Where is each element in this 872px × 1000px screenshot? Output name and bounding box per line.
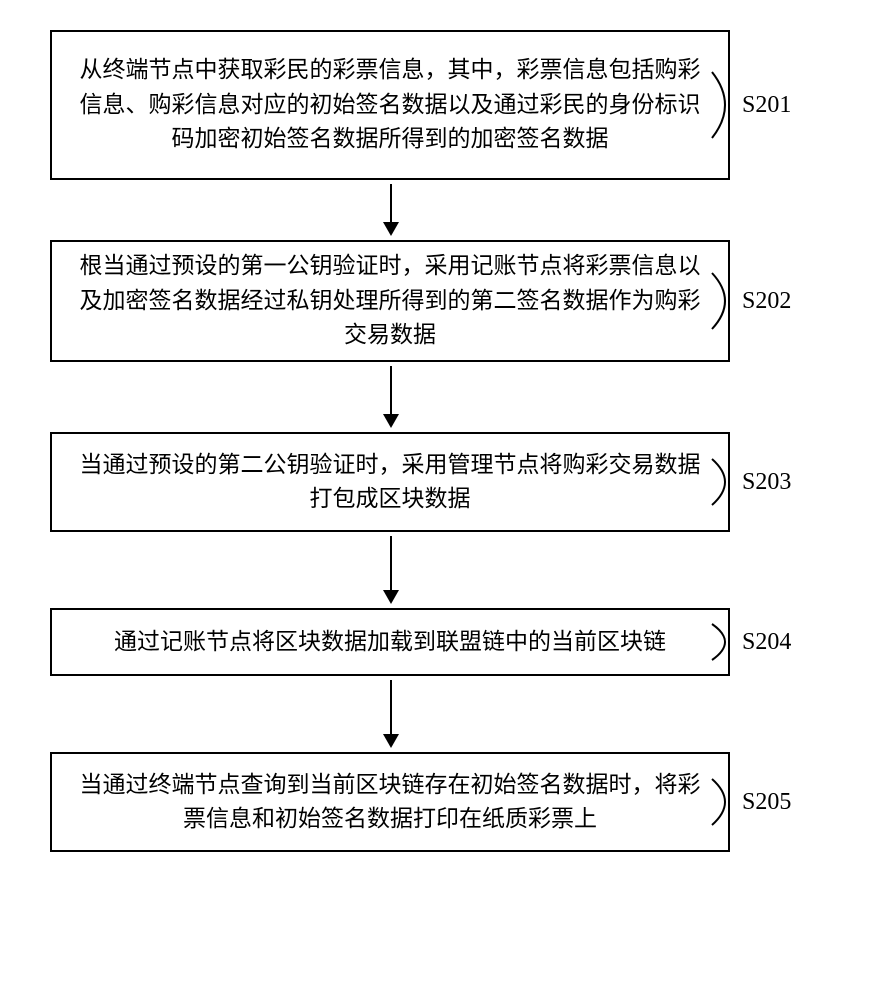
step-4-id: S204 xyxy=(742,629,791,655)
step-5-label: S205 xyxy=(742,789,791,816)
arrow-2 xyxy=(383,366,399,428)
step-4-text: 通过记账节点将区块数据加载到联盟链中的当前区块链 xyxy=(114,625,666,660)
arrow-head-icon xyxy=(383,222,399,236)
step-1-text: 从终端节点中获取彩民的彩票信息，其中，彩票信息包括购彩信息、购彩信息对应的初始签… xyxy=(70,53,710,157)
flowchart-container: 从终端节点中获取彩民的彩票信息，其中，彩票信息包括购彩信息、购彩信息对应的初始签… xyxy=(50,30,822,852)
curve-icon xyxy=(710,70,745,140)
step-2-box: 根当通过预设的第一公钥验证时，采用记账节点将彩票信息以及加密签名数据经过私钥处理… xyxy=(50,240,730,362)
step-5-box: 当通过终端节点查询到当前区块链存在初始签名数据时，将彩票信息和初始签名数据打印在… xyxy=(50,752,730,852)
arrow-head-icon xyxy=(383,590,399,604)
step-2-container: 根当通过预设的第一公钥验证时，采用记账节点将彩票信息以及加密签名数据经过私钥处理… xyxy=(50,240,822,362)
step-2-label: S202 xyxy=(742,288,791,315)
step-3-id: S203 xyxy=(742,469,791,495)
arrow-4 xyxy=(383,680,399,748)
step-4-container: 通过记账节点将区块数据加载到联盟链中的当前区块链 S204 xyxy=(50,608,822,676)
step-3-box: 当通过预设的第二公钥验证时，采用管理节点将购彩交易数据打包成区块数据 xyxy=(50,432,730,532)
step-3-text: 当通过预设的第二公钥验证时，采用管理节点将购彩交易数据打包成区块数据 xyxy=(70,448,710,517)
arrow-line xyxy=(390,536,392,590)
arrow-head-icon xyxy=(383,734,399,748)
step-5-container: 当通过终端节点查询到当前区块链存在初始签名数据时，将彩票信息和初始签名数据打印在… xyxy=(50,752,822,852)
step-4-box: 通过记账节点将区块数据加载到联盟链中的当前区块链 xyxy=(50,608,730,676)
step-1-box: 从终端节点中获取彩民的彩票信息，其中，彩票信息包括购彩信息、购彩信息对应的初始签… xyxy=(50,30,730,180)
arrow-3 xyxy=(383,536,399,604)
curve-icon xyxy=(710,457,745,507)
curve-icon xyxy=(710,271,745,331)
arrow-head-icon xyxy=(383,414,399,428)
step-5-id: S205 xyxy=(742,789,791,815)
step-2-id: S202 xyxy=(742,288,791,314)
step-1-container: 从终端节点中获取彩民的彩票信息，其中，彩票信息包括购彩信息、购彩信息对应的初始签… xyxy=(50,30,822,180)
curve-icon xyxy=(710,777,745,827)
step-4-label: S204 xyxy=(742,629,791,656)
arrow-line xyxy=(390,366,392,414)
step-2-text: 根当通过预设的第一公钥验证时，采用记账节点将彩票信息以及加密签名数据经过私钥处理… xyxy=(70,249,710,353)
step-3-container: 当通过预设的第二公钥验证时，采用管理节点将购彩交易数据打包成区块数据 S203 xyxy=(50,432,822,532)
arrow-line xyxy=(390,184,392,222)
step-3-label: S203 xyxy=(742,469,791,496)
step-5-text: 当通过终端节点查询到当前区块链存在初始签名数据时，将彩票信息和初始签名数据打印在… xyxy=(70,768,710,837)
step-1-label: S201 xyxy=(742,92,791,119)
curve-icon xyxy=(710,622,745,662)
arrow-line xyxy=(390,680,392,734)
arrow-1 xyxy=(383,184,399,236)
step-1-id: S201 xyxy=(742,92,791,118)
